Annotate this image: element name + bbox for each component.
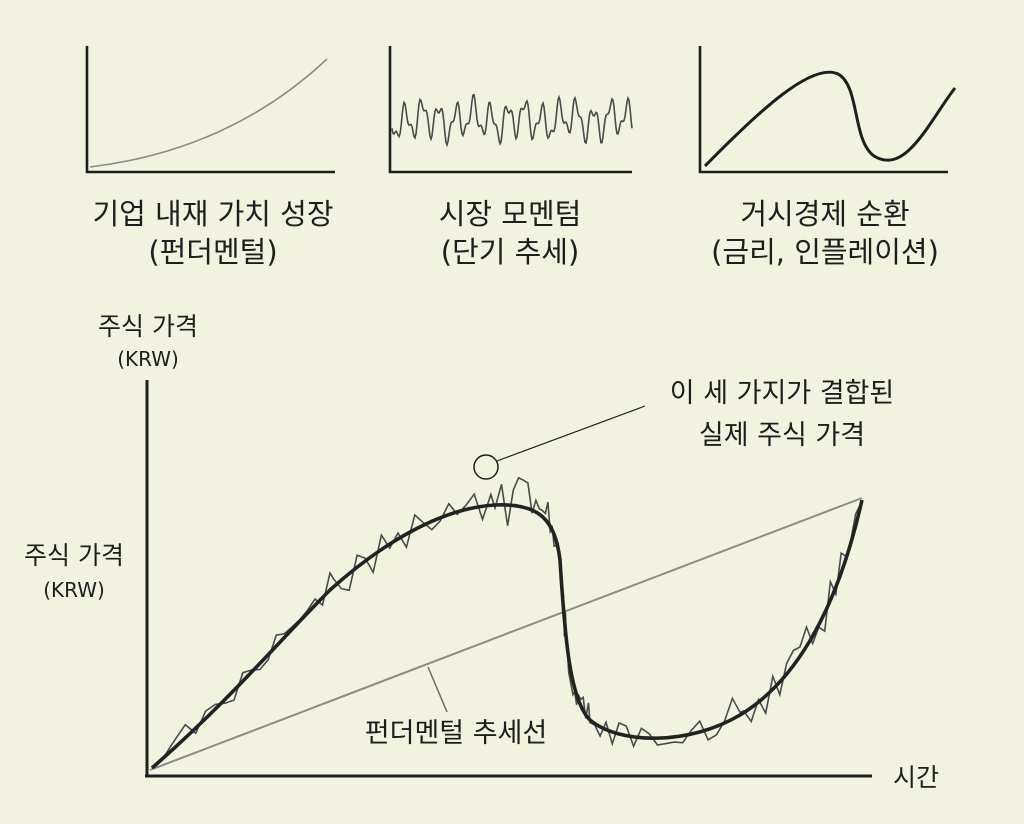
panel-macro: 거시경제 순환 (금리, 인플레이션): [698, 46, 957, 269]
panel-macro-curve: [703, 70, 957, 168]
trendline-label: 펀더멘털 추세선: [365, 718, 547, 749]
panel-macro-caption: 거시경제 순환: [740, 197, 909, 231]
actual-price-smooth-line: [150, 499, 864, 770]
trendline-leader: [427, 666, 448, 713]
panel-macro-axes: [698, 46, 948, 174]
y-axis-title-side: 주식 가격: [24, 541, 124, 570]
x-axis-title: 시간: [893, 763, 939, 792]
panel-fundamental-axes: [85, 46, 335, 174]
peak-highlight-circle: [473, 454, 499, 480]
annotation-line-1: 이 세 가지가 결합된: [670, 378, 894, 409]
y-axis-title-top: 주식 가격: [98, 312, 198, 341]
panel-fundamental-caption: 기업 내재 가치 성장: [92, 197, 333, 231]
y-axis-unit-side: (KRW): [43, 578, 105, 602]
panel-momentum-wave: [391, 93, 633, 148]
main-chart: 주식 가격 (KRW) 주식 가격 (KRW) 시간 펀더멘털 추세선 이 세 …: [24, 312, 939, 792]
panel-momentum-axes: [388, 46, 632, 174]
y-axis-unit-top: (KRW): [117, 347, 179, 371]
panel-macro-subcaption: (금리, 인플레이션): [711, 235, 939, 269]
panel-momentum-caption: 시장 모멘텀: [439, 197, 582, 231]
fundamental-trendline: [149, 497, 863, 771]
panel-fundamental-subcaption: (펀더멘털): [148, 235, 277, 269]
annotation-leader: [496, 405, 646, 462]
annotation-line-2: 실제 주식 가격: [699, 420, 865, 451]
panel-momentum-subcaption: (단기 추세): [441, 235, 580, 269]
panel-momentum: 시장 모멘텀 (단기 추세): [388, 46, 633, 269]
panel-fundamental-curve: [89, 58, 328, 168]
panel-fundamental: 기업 내재 가치 성장 (펀더멘털): [85, 46, 335, 269]
